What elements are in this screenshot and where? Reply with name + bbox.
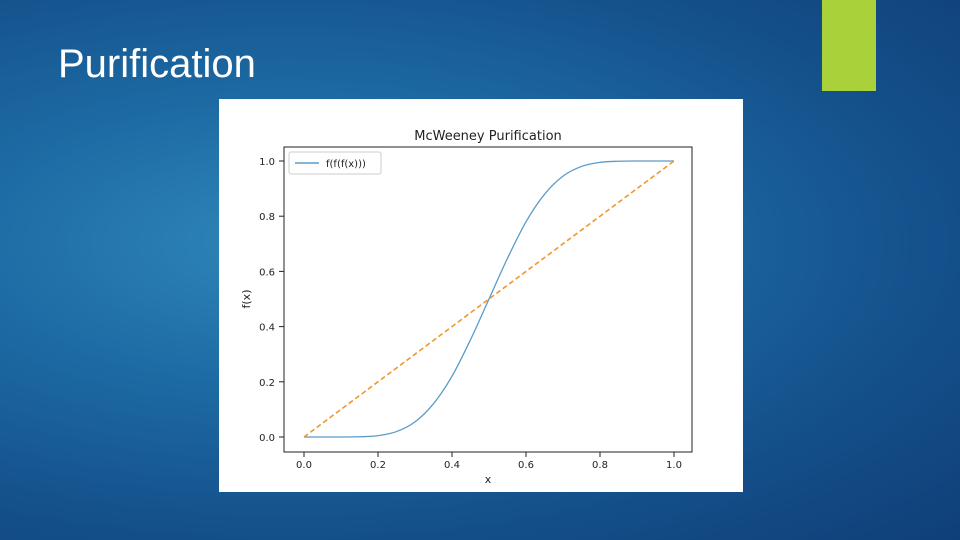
accent-bar xyxy=(822,0,876,91)
y-tick-label: 0.6 xyxy=(259,267,275,278)
y-tick-label: 1.0 xyxy=(259,157,275,168)
legend: f(f(f(x))) xyxy=(288,151,382,175)
chart-title: McWeeney Purification xyxy=(414,129,562,144)
legend-box xyxy=(288,151,382,175)
x-tick-label: 0.4 xyxy=(444,460,460,471)
x-tick-label: 0.0 xyxy=(296,460,312,471)
y-tick-label: 0.2 xyxy=(259,378,275,389)
y-axis: 0.0 0.2 0.4 0.6 0.8 1.0 xyxy=(259,157,284,444)
x-tick-label: 1.0 xyxy=(666,460,682,471)
x-axis-label: x xyxy=(485,473,492,486)
legend-label: f(f(f(x))) xyxy=(326,159,366,170)
series-line-dashed xyxy=(303,160,675,438)
y-tick-label: 0.4 xyxy=(259,323,275,334)
x-tick-label: 0.6 xyxy=(518,460,534,471)
x-axis: 0.0 0.2 0.4 0.6 0.8 1.0 xyxy=(296,452,682,471)
series-line-solid xyxy=(303,160,674,438)
y-axis-label: f(x) xyxy=(240,290,253,309)
chart-svg: McWeeney Purification 0.0 0.2 0.4 0.6 0.8 1.0… xyxy=(240,129,693,486)
x-tick-label: 0.2 xyxy=(370,460,386,471)
y-tick-label: 0.8 xyxy=(259,212,275,223)
x-tick-label: 0.8 xyxy=(592,460,608,471)
plot-frame xyxy=(283,146,693,453)
slide-title: Purification xyxy=(58,42,256,86)
y-tick-label: 0.0 xyxy=(259,433,275,444)
series-layer xyxy=(303,160,675,438)
chart-figure: McWeeney Purification 0.0 0.2 0.4 0.6 0.8 1.0… xyxy=(219,99,743,492)
